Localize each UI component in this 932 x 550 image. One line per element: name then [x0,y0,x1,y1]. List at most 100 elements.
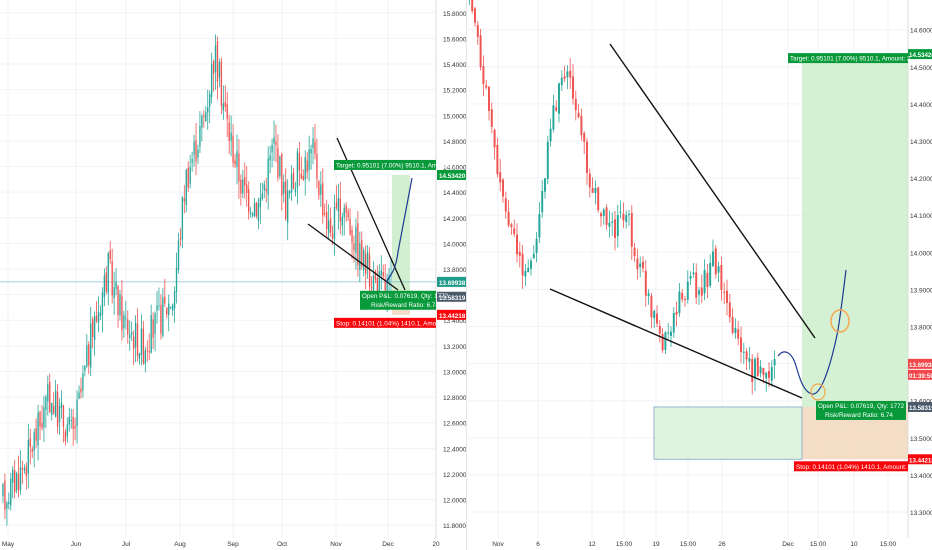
right-candle-body [630,213,633,247]
left-candle-body [238,153,240,182]
right-candle-body [488,86,490,111]
left-candle-body [19,467,22,490]
left-candle-body [8,501,10,505]
left-candle-body [95,315,98,321]
left-candle-body [277,147,279,178]
left-candle-body [103,275,106,297]
right-y-tick-label: 14.40000 [910,102,932,109]
right-candle-body [591,187,594,193]
left-candle-body [279,156,281,177]
left-x-tick-label: Aug [174,541,186,548]
right-y-tick-label: 14.60000 [910,28,932,35]
left-candle-body [60,402,63,408]
right-drawings [549,43,850,401]
right-x-tick-label: 15:00 [616,541,633,548]
left-candle-body [251,213,254,216]
left-candle-body [275,141,277,146]
right-y-tick-label: 13.40000 [910,473,932,480]
right-candle-body [479,35,482,68]
right-candle-body [636,258,639,270]
left-candle-body [166,307,168,315]
right-candle-body [667,332,670,334]
right-candles [469,0,776,395]
right-candle-body [614,219,616,238]
left-candle-body [119,294,121,316]
left-y-tick-label: 12.00000 [443,498,466,505]
right-candle-body [572,76,574,99]
left-candle-body [62,405,65,428]
left-candle-body [84,365,86,371]
left-y-tick-label: 14.40000 [443,190,466,197]
right-candle-body [700,287,703,296]
left-candle-body [366,251,369,270]
right-entry-price-tag: 13.58319 [909,405,932,412]
left-x-tick-label: Oct [277,541,287,548]
right-candle-body [619,211,622,213]
right-y-tick-label: 13.80000 [910,325,932,332]
left-candle-body [88,344,90,366]
right-candle-body [692,272,695,275]
left-candle-body [341,217,343,226]
right-candle-body [552,105,555,130]
right-candle-body [521,253,524,276]
left-candle-body [222,103,225,111]
left-candle-body [142,328,145,364]
right-x-tick-label: 26 [718,541,726,548]
left-y-tick-label: 11.80000 [443,523,466,530]
left-candle-body [80,388,82,393]
right-candle-body [628,213,630,215]
right-candle-body [471,0,474,12]
right-x-tick-label: 12 [588,541,596,548]
left-y-tick-label: 14.60000 [443,165,466,172]
right-candle-body [563,76,566,79]
right-candle-body [742,351,745,353]
left-candle-body [74,425,76,429]
right-candle-body [664,332,667,351]
left-candle-body [146,350,148,352]
left-candle-body [263,184,265,191]
left-candle-body [347,211,349,218]
left-candle-body [306,160,308,173]
left-candle-body [208,93,211,107]
left-target-label: Target: 0.95101 (7.00%) 9510.1, Amount: … [336,162,457,169]
left-x-tick-label: Dec [382,541,394,548]
left-candle-body [156,305,158,311]
left-candle-body [331,233,334,239]
left-candle-body [10,478,12,506]
left-candle-body [318,181,320,196]
right-candle-body [642,261,644,269]
right-candle-body [502,179,504,197]
left-candle-body [294,188,297,193]
right-candle-body [647,293,650,297]
left-x-tick-label: 20 [432,541,440,548]
left-candle-body [158,305,160,307]
left-candle-body [240,179,242,194]
left-x-tick-label: Jun [71,541,82,548]
left-candle-body [384,279,386,291]
left-candle-body [212,60,215,74]
left-candle-body [70,420,72,422]
left-candle-body [183,198,186,202]
right-target-label-bg [788,53,908,64]
right-candle-body [586,141,588,174]
left-candle-body [255,202,258,217]
left-entry-price-tag-bg [437,291,466,302]
right-candle-body [695,272,698,298]
left-candle-body [86,345,88,367]
left-candle-body [232,135,234,163]
right-chart[interactable]: 14.60000 14.50000 14.40000 14.30000 14.20000… [466,0,932,550]
left-candle-body [123,315,125,328]
left-candle-body [164,296,166,304]
left-x-tick-label: Sep [227,541,239,548]
left-candle-body [310,148,312,154]
left-position-labels: 14.53420 13.69938 13.58319 13.44218 Target: … [334,159,466,328]
left-y-tick-label: 12.60000 [443,421,466,428]
left-chart[interactable]: 15.80000 15.60000 15.40000 15.20000 15.00000… [0,0,466,550]
left-candle-body [283,182,285,194]
left-y-tick-label: 15.80000 [443,11,466,18]
left-candle-body [189,167,191,184]
right-candle-body [583,133,586,142]
right-y-tick-label: 13.90000 [910,287,932,294]
left-candle-body [269,155,271,161]
left-y-tick-label: 12.20000 [443,472,466,479]
